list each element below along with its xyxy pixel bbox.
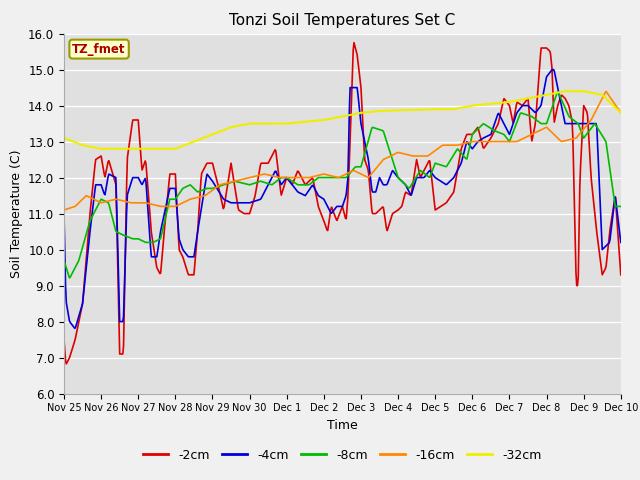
Title: Tonzi Soil Temperatures Set C: Tonzi Soil Temperatures Set C bbox=[229, 13, 456, 28]
Y-axis label: Soil Temperature (C): Soil Temperature (C) bbox=[10, 149, 22, 278]
Text: TZ_fmet: TZ_fmet bbox=[72, 43, 126, 56]
Legend: -2cm, -4cm, -8cm, -16cm, -32cm: -2cm, -4cm, -8cm, -16cm, -32cm bbox=[138, 444, 547, 467]
X-axis label: Time: Time bbox=[327, 419, 358, 432]
